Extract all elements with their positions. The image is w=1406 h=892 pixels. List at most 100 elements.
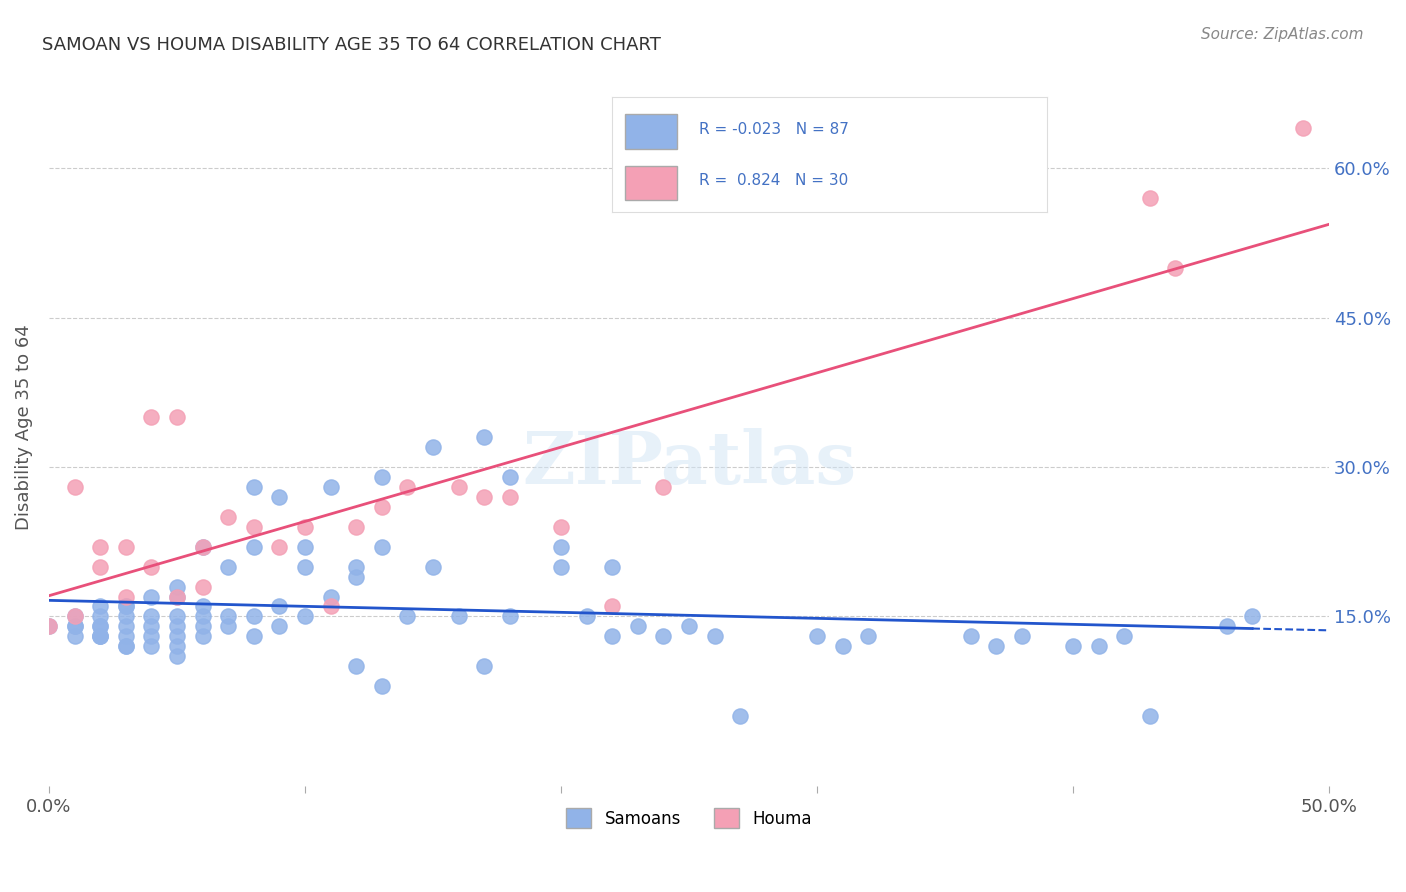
Point xyxy=(319,599,342,614)
Point xyxy=(472,490,495,504)
Text: SAMOAN VS HOUMA DISABILITY AGE 35 TO 64 CORRELATION CHART: SAMOAN VS HOUMA DISABILITY AGE 35 TO 64 … xyxy=(42,36,661,54)
Point xyxy=(114,619,136,633)
Point xyxy=(141,590,163,604)
Point xyxy=(600,629,623,643)
Point xyxy=(166,609,188,624)
Point xyxy=(294,609,316,624)
Point xyxy=(63,619,86,633)
Text: ZIPatlas: ZIPatlas xyxy=(522,427,856,499)
Point xyxy=(269,599,291,614)
Point xyxy=(114,599,136,614)
Point xyxy=(166,590,188,604)
Point xyxy=(396,609,419,624)
Point xyxy=(1215,619,1237,633)
Point xyxy=(269,619,291,633)
Point xyxy=(344,659,367,673)
Point xyxy=(217,609,239,624)
Point xyxy=(217,509,239,524)
Point xyxy=(191,540,214,554)
Point xyxy=(217,559,239,574)
Point xyxy=(269,490,291,504)
Point xyxy=(141,619,163,633)
Point xyxy=(422,559,444,574)
Point xyxy=(166,410,188,425)
Point xyxy=(217,619,239,633)
Point xyxy=(114,590,136,604)
Point xyxy=(63,609,86,624)
Point xyxy=(856,629,879,643)
Point xyxy=(371,679,394,693)
Point xyxy=(166,649,188,664)
Point xyxy=(141,609,163,624)
Point xyxy=(166,629,188,643)
Point xyxy=(242,520,264,534)
Point xyxy=(89,619,111,633)
Point xyxy=(89,609,111,624)
Point xyxy=(242,540,264,554)
Point xyxy=(63,609,86,624)
Point xyxy=(191,619,214,633)
Point xyxy=(396,480,419,494)
Point xyxy=(63,619,86,633)
Point xyxy=(986,640,1008,654)
Point xyxy=(600,559,623,574)
Point xyxy=(38,619,60,633)
Point xyxy=(191,580,214,594)
Point xyxy=(89,629,111,643)
Point xyxy=(499,609,522,624)
Point xyxy=(269,540,291,554)
Point xyxy=(499,490,522,504)
Point xyxy=(550,540,572,554)
Point xyxy=(1139,709,1161,723)
Point xyxy=(114,640,136,654)
Point xyxy=(1241,609,1264,624)
Point xyxy=(89,599,111,614)
Point xyxy=(89,619,111,633)
Point xyxy=(1062,640,1084,654)
Point xyxy=(344,559,367,574)
Point xyxy=(959,629,981,643)
Point xyxy=(422,440,444,454)
Point xyxy=(1164,260,1187,275)
Point xyxy=(703,629,725,643)
Point xyxy=(114,609,136,624)
Point xyxy=(1011,629,1033,643)
Point xyxy=(242,480,264,494)
Y-axis label: Disability Age 35 to 64: Disability Age 35 to 64 xyxy=(15,325,32,530)
Point xyxy=(166,640,188,654)
Point xyxy=(499,470,522,484)
Point xyxy=(191,629,214,643)
Point xyxy=(319,590,342,604)
Point xyxy=(63,629,86,643)
Point xyxy=(294,520,316,534)
Point xyxy=(728,709,751,723)
Point xyxy=(447,480,470,494)
Point xyxy=(319,480,342,494)
Point xyxy=(1087,640,1109,654)
Point xyxy=(600,599,623,614)
Point xyxy=(294,559,316,574)
Point xyxy=(89,629,111,643)
Point xyxy=(371,540,394,554)
Point xyxy=(371,470,394,484)
Legend: Samoans, Houma: Samoans, Houma xyxy=(560,801,818,835)
Point xyxy=(114,599,136,614)
Point xyxy=(166,619,188,633)
Point xyxy=(550,559,572,574)
Point xyxy=(89,629,111,643)
Point xyxy=(1114,629,1136,643)
Point xyxy=(89,559,111,574)
Point xyxy=(344,569,367,583)
Point xyxy=(141,410,163,425)
Point xyxy=(652,480,675,494)
Point xyxy=(652,629,675,643)
Text: Source: ZipAtlas.com: Source: ZipAtlas.com xyxy=(1201,27,1364,42)
Point xyxy=(294,540,316,554)
Point xyxy=(63,480,86,494)
Point xyxy=(141,629,163,643)
Point xyxy=(344,520,367,534)
Point xyxy=(141,640,163,654)
Point xyxy=(472,430,495,444)
Point xyxy=(114,629,136,643)
Point xyxy=(447,609,470,624)
